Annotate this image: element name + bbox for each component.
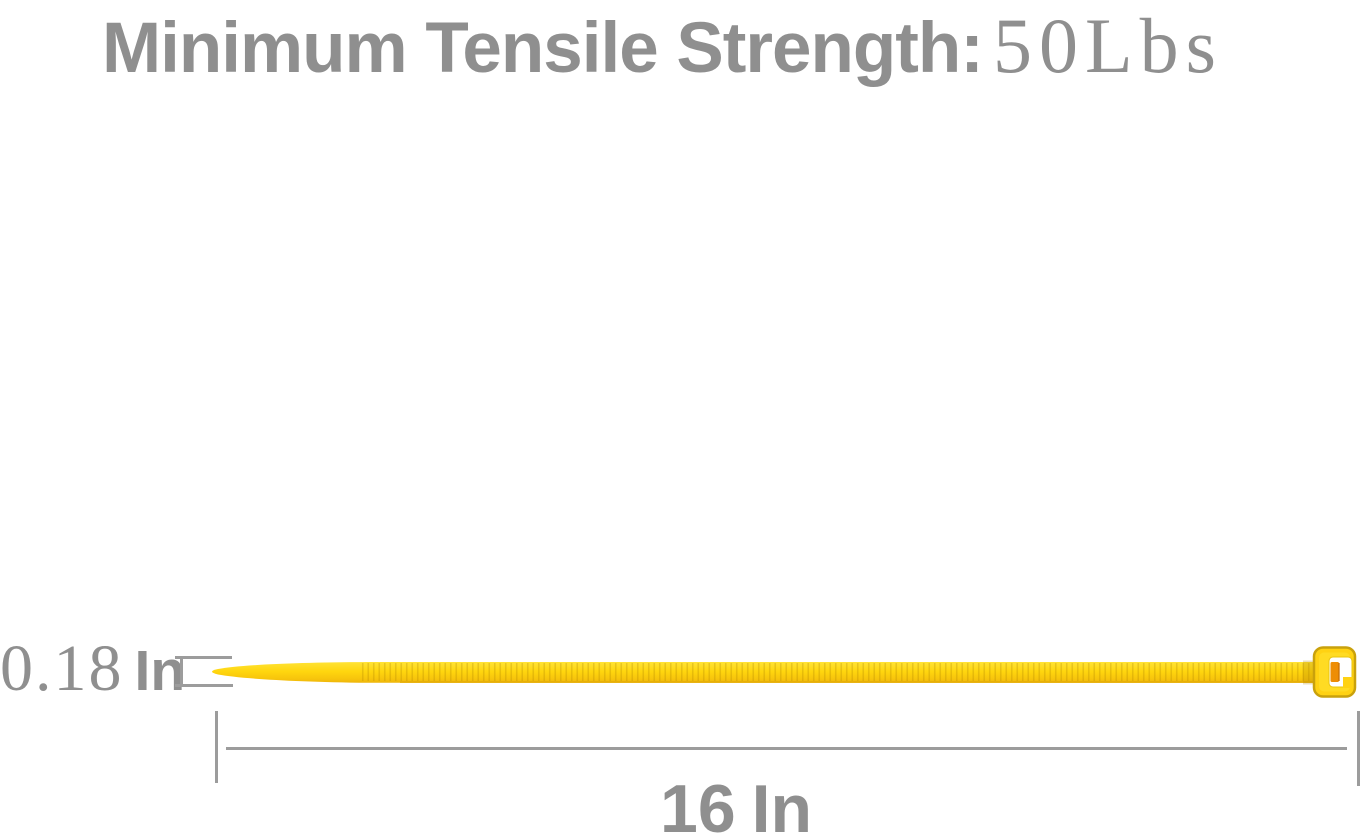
cable-tie-neck-shade (1303, 660, 1315, 685)
title-label: Minimum Tensile Strength: (102, 9, 984, 88)
length-dimension-value: 16 (660, 771, 736, 835)
length-dimension-left-tick (215, 711, 218, 783)
cable-tie-image (212, 646, 1357, 698)
width-bracket-bottom-line (175, 684, 233, 687)
width-bracket-tick (180, 658, 183, 685)
width-bracket-top-line (175, 656, 232, 659)
length-dimension-line (226, 747, 1347, 750)
cable-tie-teeth (360, 661, 1310, 684)
cable-tie-pawl (1330, 662, 1339, 682)
width-dimension-label: 0.18 In (0, 632, 185, 706)
title-value: 50Lbs (992, 2, 1223, 89)
length-dimension-unit: In (751, 771, 813, 835)
cable-tie-head (1312, 646, 1357, 698)
length-dimension-label: 16 In (660, 766, 812, 835)
width-dimension-value: 0.18 (0, 632, 124, 705)
title: Minimum Tensile Strength: 50Lbs (102, 0, 1223, 92)
cable-tie-slot-tab (1343, 677, 1353, 688)
length-dimension-right-tick (1357, 711, 1360, 786)
width-dimension-unit: In (134, 639, 186, 703)
